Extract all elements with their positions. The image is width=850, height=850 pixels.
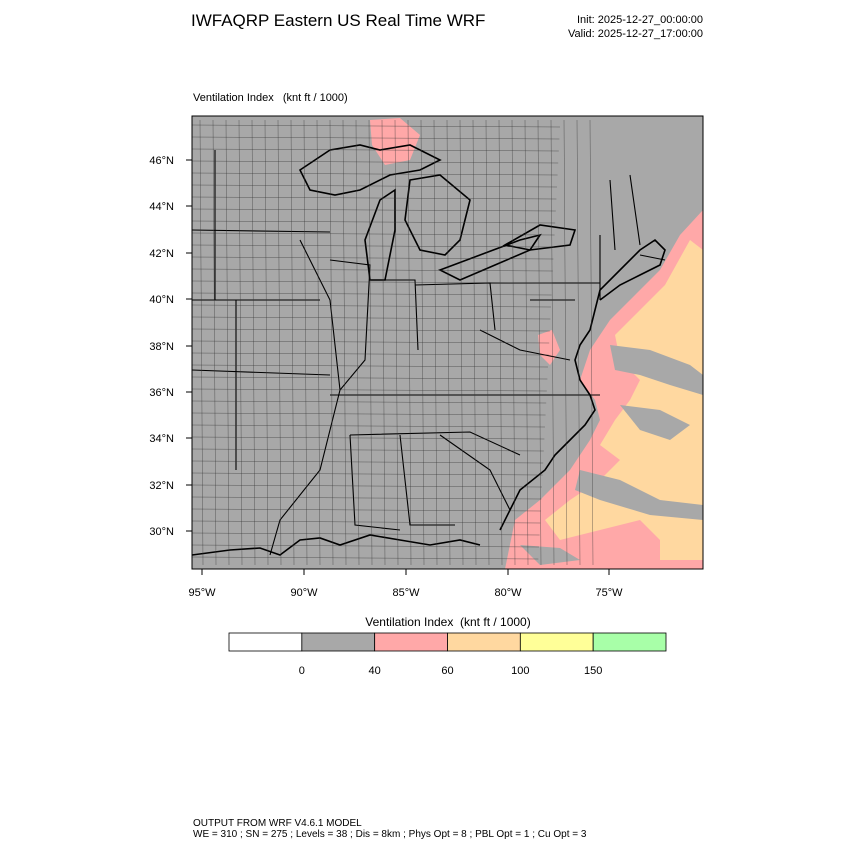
ocean-gray-patch <box>620 405 690 440</box>
page-title: IWFAQRP Eastern US Real Time WRF <box>191 11 485 30</box>
lat-label: 46°N <box>149 155 174 167</box>
valid-time: Valid: 2025-12-27_17:00:00 <box>568 28 703 40</box>
colorbar: 0 40 60 100 150 <box>228 632 667 677</box>
lon-label: 80°W <box>494 587 522 599</box>
colorbar-label: 60 <box>441 665 453 677</box>
lon-label: 75°W <box>595 587 623 599</box>
colorbar-title: Ventilation Index (knt ft / 1000) <box>365 615 530 629</box>
ocean-gray-patch <box>520 545 580 565</box>
ocean-gray-patch <box>575 470 703 520</box>
colorbar-label: 0 <box>299 665 305 677</box>
lat-label: 32°N <box>149 480 174 492</box>
lon-label: 95°W <box>188 587 216 599</box>
map-frame <box>191 115 704 570</box>
ocean-gray-patch <box>610 345 703 395</box>
ocean-tan-area <box>545 240 703 560</box>
colorbar-swatch <box>374 632 448 652</box>
lon-label: 90°W <box>290 587 318 599</box>
lat-label: 30°N <box>149 526 174 538</box>
colorbar-label: 150 <box>584 665 602 677</box>
colorbar-swatch <box>519 632 594 652</box>
footer-line: OUTPUT FROM WRF V4.6.1 MODEL <box>193 818 362 829</box>
map-title: Ventilation Index (knt ft / 1000) <box>193 92 348 104</box>
colorbar-label: 100 <box>511 665 529 677</box>
lat-label: 34°N <box>149 433 174 445</box>
map <box>192 116 703 569</box>
land-pink-area <box>538 330 560 365</box>
lon-label: 85°W <box>392 587 420 599</box>
lat-label: 36°N <box>149 387 174 399</box>
colorbar-swatch <box>447 632 521 652</box>
footer-line: WE = 310 ; SN = 275 ; Levels = 38 ; Dis … <box>193 829 587 840</box>
init-time: Init: 2025-12-27_00:00:00 <box>577 14 703 26</box>
county-grid <box>192 119 594 566</box>
lat-label: 40°N <box>149 294 174 306</box>
colorbar-swatch <box>592 632 667 652</box>
colorbar-swatch <box>301 632 376 652</box>
lat-label: 42°N <box>149 248 174 260</box>
colorbar-swatch <box>228 632 303 652</box>
lat-label: 38°N <box>149 341 174 353</box>
latitude-labels: 46°N 44°N 42°N 40°N 38°N 36°N 34°N 32°N 30°N <box>149 155 192 538</box>
longitude-labels: 95°W 90°W 85°W 80°W 75°W <box>188 569 623 599</box>
colorbar-label: 40 <box>369 665 381 677</box>
lat-label: 44°N <box>149 201 174 213</box>
